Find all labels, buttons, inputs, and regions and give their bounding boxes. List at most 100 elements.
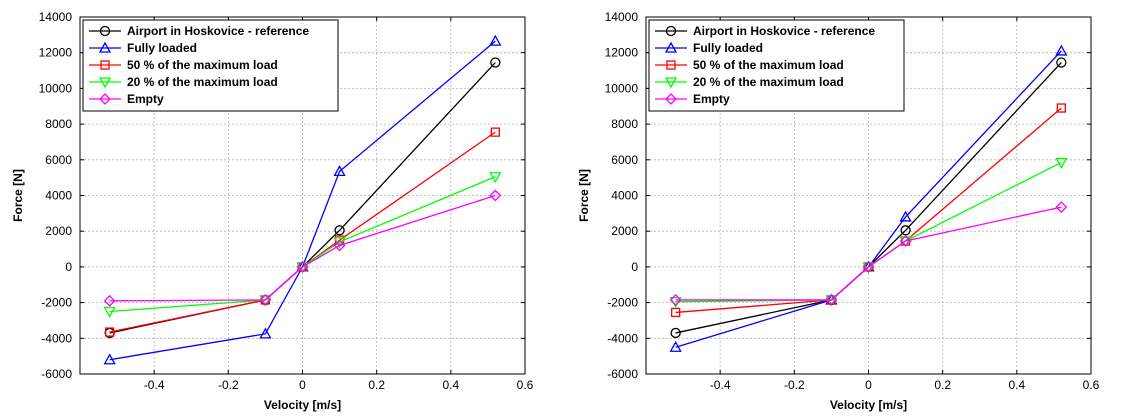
chart2-ytick-label-9: 12000 xyxy=(605,46,639,60)
chart1-ytick-label-1: -4000 xyxy=(41,331,72,345)
chart2-series-0-point-3 xyxy=(900,225,911,236)
chart1-legend-marker-4 xyxy=(99,93,111,105)
chart1-ytick-label-7: 8000 xyxy=(45,117,72,131)
chart1-ytick-label-2: -2000 xyxy=(41,296,72,310)
chart2-series-1-point-0 xyxy=(669,340,682,352)
chart2-xtick-label-2: 0 xyxy=(865,378,872,392)
chart2-ytick-label-2: -2000 xyxy=(607,296,638,310)
chart2-legend-marker-4 xyxy=(665,93,677,105)
chart2-legend-box xyxy=(648,19,905,112)
chart1-series-3-point-2 xyxy=(296,262,309,274)
chart1-series-4-point-0 xyxy=(103,294,116,307)
chart2-series-4 xyxy=(669,201,1068,306)
chart2-legend: Airport in Hoskovice - reference Fully lo… xyxy=(648,19,905,112)
chart2-ytick-label-1: -4000 xyxy=(607,331,638,345)
chart-left: -0.4 -0.2 0 0.2 0.4 0.6 -6000 -4000 -2000 0 2000 40… xyxy=(0,0,560,419)
chart-right: -0.4 -0.2 0 0.2 0.4 0.6 -6000 -4000 -2000 0 2000 40… xyxy=(566,0,1126,419)
chart1-legend-label-0: Airport in Hoskovice - reference xyxy=(127,24,309,38)
chart2-series-0-point-4 xyxy=(1056,57,1067,68)
chart2-legend-marker-3 xyxy=(664,77,678,89)
chart2-series-0-point-0 xyxy=(670,327,681,339)
chart1-legend: Airport in Hoskovice - reference Fully lo… xyxy=(82,19,339,112)
chart1-series-2-point-0 xyxy=(105,327,115,337)
chart1-xtick-label-5: 0.6 xyxy=(517,378,534,392)
chart1-series-4-point-1 xyxy=(259,294,272,306)
chart2-legend-label-3: 20 % of the maximum load xyxy=(693,75,844,89)
chart1-ylabel: Force [N] xyxy=(11,169,25,222)
chart2-xtick-label-1: -0.2 xyxy=(784,378,805,392)
chart2-ytick-label-8: 10000 xyxy=(605,81,639,95)
chart1-ytick-label-5: 4000 xyxy=(45,189,72,203)
chart1-series-4-point-2 xyxy=(296,260,309,273)
chart1-ytick-label-4: 2000 xyxy=(45,224,72,238)
chart1-legend-label-3: 20 % of the maximum load xyxy=(127,75,278,89)
chart1-ytick-label-6: 6000 xyxy=(45,153,72,167)
chart1-legend-marker-3 xyxy=(98,77,112,89)
chart2-xtick-label-5: 0.6 xyxy=(1083,378,1100,392)
chart1-series-0-point-3 xyxy=(334,225,345,236)
chart-left-svg: -0.4 -0.2 0 0.2 0.4 0.6 -6000 -4000 -2000 0 2000 40… xyxy=(11,10,534,412)
chart1-series-1-point-0 xyxy=(103,353,116,365)
chart2-xtick-label-4: 0.4 xyxy=(1008,378,1025,392)
chart2-series-4-point-3 xyxy=(899,235,912,247)
chart1-series-2-point-4 xyxy=(490,127,500,137)
chart1-ytick-label-10: 14000 xyxy=(39,10,73,24)
chart2-ytick-label-6: 6000 xyxy=(611,153,638,167)
chart2-legend-label-0: Airport in Hoskovice - reference xyxy=(693,24,875,38)
chart1-ytick-label-3: 0 xyxy=(65,260,72,274)
chart1-legend-marker-1 xyxy=(98,41,112,53)
chart2-series-3-point-3 xyxy=(899,236,912,248)
chart2-series-2-point-4 xyxy=(1056,103,1066,113)
chart1-legend-marker-0 xyxy=(99,25,111,37)
chart2-legend-label-2: 50 % of the maximum load xyxy=(693,58,844,72)
chart2-series-3-point-4 xyxy=(1055,157,1068,169)
chart2-ytick-label-3: 0 xyxy=(631,260,638,274)
chart1-legend-label-2: 50 % of the maximum load xyxy=(127,58,278,72)
chart2-legend-marker-2 xyxy=(666,60,676,70)
chart2-xtick-label-0: -0.4 xyxy=(710,378,731,392)
chart1-legend-marker-2 xyxy=(100,60,110,70)
chart1-series-line-4 xyxy=(109,194,496,302)
chart1-ytick-label-9: 12000 xyxy=(39,46,73,60)
chart2-series-4-point-2 xyxy=(862,260,875,273)
chart1-xtick-label-4: 0.4 xyxy=(442,378,459,392)
chart1-series-3-point-0 xyxy=(103,306,116,318)
chart2-legend-label-4: Empty xyxy=(693,92,730,106)
chart1-series-0-point-4 xyxy=(490,57,501,68)
chart2-series-line-4 xyxy=(675,206,1062,301)
chart1-series-4 xyxy=(103,189,502,307)
chart2-ytick-label-5: 4000 xyxy=(611,189,638,203)
chart1-series-1-point-3 xyxy=(333,165,346,177)
chart1-xtick-label-3: 0.2 xyxy=(368,378,385,392)
chart2-series-1-point-4 xyxy=(1055,44,1068,56)
chart2-ytick-label-4: 2000 xyxy=(611,224,638,238)
chart1-xtick-label-1: -0.2 xyxy=(218,378,239,392)
chart1-legend-box xyxy=(82,19,339,112)
chart2-xtick-label-3: 0.2 xyxy=(934,378,951,392)
chart1-ytick-label-8: 10000 xyxy=(39,81,73,95)
chart1-ytick-label-0: -6000 xyxy=(41,367,72,381)
chart1-xtick-label-0: -0.4 xyxy=(144,378,165,392)
chart1-series-4-point-3 xyxy=(333,239,346,252)
chart1-legend-label-1: Fully loaded xyxy=(127,41,197,55)
chart2-legend-label-1: Fully loaded xyxy=(693,41,763,55)
chart-right-svg: -0.4 -0.2 0 0.2 0.4 0.6 -6000 -4000 -2000 0 2000 40… xyxy=(577,10,1100,412)
chart2-legend-marker-0 xyxy=(665,25,677,37)
chart2-ytick-label-10: 14000 xyxy=(605,10,639,24)
chart2-series-1-point-3 xyxy=(899,210,912,222)
chart2-series-4-point-1 xyxy=(825,294,838,306)
chart2-series-4-point-4 xyxy=(1055,201,1068,214)
chart2-ytick-label-7: 8000 xyxy=(611,117,638,131)
chart2-series-4-point-0 xyxy=(669,294,682,306)
chart1-xlabel: Velocity [m/s] xyxy=(264,398,341,412)
chart2-xlabel: Velocity [m/s] xyxy=(830,398,907,412)
chart1-series-4-point-4 xyxy=(489,189,502,202)
chart2-ylabel: Force [N] xyxy=(577,169,591,222)
chart2-series-2-point-0 xyxy=(671,307,681,318)
chart2-series-3-point-2 xyxy=(862,262,875,274)
chart2-ytick-label-0: -6000 xyxy=(607,367,638,381)
chart2-legend-marker-1 xyxy=(664,41,678,53)
chart1-xtick-label-2: 0 xyxy=(299,378,306,392)
chart1-legend-label-4: Empty xyxy=(127,92,164,106)
chart1-series-1-point-4 xyxy=(489,34,502,46)
